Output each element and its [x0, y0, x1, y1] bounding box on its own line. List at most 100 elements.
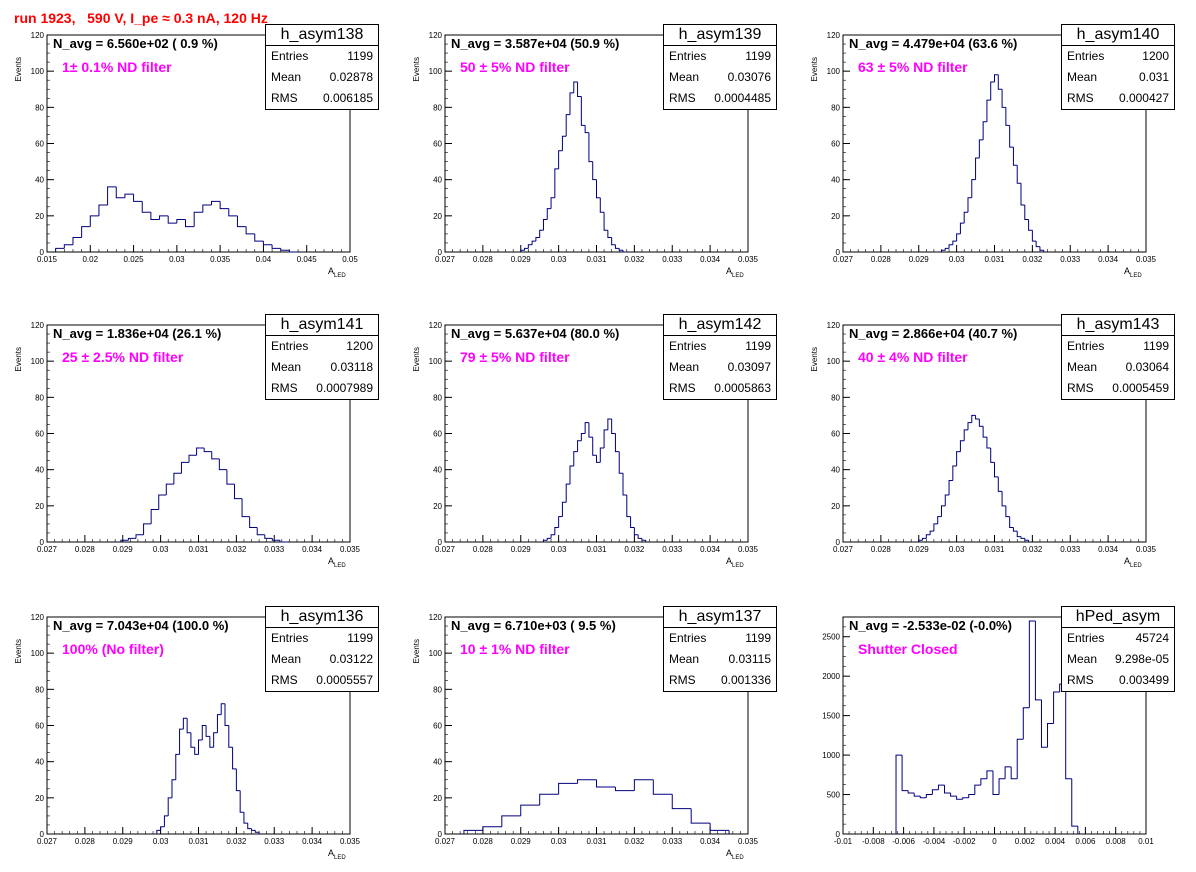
x-tick-label: 0.029 — [511, 837, 532, 846]
histogram-bin — [971, 179, 976, 198]
histogram-plot: 0 500 1000 1500 2000 2500 -0.01 -0.008 -0.006 -0.… — [822, 616, 1154, 846]
histogram-bin — [236, 215, 247, 228]
x-tick-label: -0.008 — [862, 837, 885, 846]
y-tick-label: 0 — [836, 830, 841, 839]
x-tick-label: 0.031 — [984, 255, 1005, 264]
x-tick-label: 0.032 — [624, 255, 645, 264]
rms-label: RMS — [1067, 381, 1094, 395]
y-axis-label: Events — [14, 639, 23, 663]
rms-value: 0.003499 — [1118, 673, 1169, 687]
histogram-bin — [603, 429, 608, 448]
y-axis-label: Events — [810, 347, 819, 371]
histogram-bin — [952, 465, 957, 481]
x-axis-label-sub: LED — [334, 563, 346, 569]
x-tick-label: 0.027 — [37, 545, 58, 554]
histogram-bin — [975, 415, 980, 420]
y-tick-label: 40 — [433, 758, 442, 767]
y-tick-label: 40 — [35, 176, 44, 185]
mean-value: 0.03076 — [727, 70, 771, 84]
y-tick-label: 80 — [831, 103, 840, 112]
x-tick-label: 0.028 — [871, 255, 892, 264]
histogram-bin — [232, 747, 237, 770]
histogram-panel-h_asym137: 0 20 40 60 80 100 120 0.027 0.028 0.029 0.03 0.031 0… — [398, 582, 796, 872]
x-tick-label: 0.027 — [37, 837, 58, 846]
y-tick-label: 20 — [35, 502, 44, 511]
histogram-bin — [913, 792, 921, 797]
histogram-bin — [580, 96, 586, 126]
histogram-bin — [959, 440, 965, 452]
histogram-bin — [226, 469, 235, 485]
x-tick-label: 0.028 — [75, 545, 96, 554]
histogram-bin — [968, 794, 975, 798]
histogram-bin — [577, 440, 582, 452]
histogram-bin — [542, 539, 548, 542]
rms-value: 0.001336 — [720, 673, 771, 687]
entries-value: 1199 — [1143, 339, 1169, 353]
y-tick-label: 20 — [35, 212, 44, 221]
histogram-bin — [531, 240, 536, 245]
histogram-bin — [959, 222, 965, 234]
x-axis-label-sub: LED — [732, 855, 744, 861]
x-tick-label: 0.032 — [226, 837, 247, 846]
run-title: run 1923, 590 V, I_pe ≈ 0.3 nA, 120 Hz — [14, 10, 268, 26]
histogram-name: h_asym136 — [266, 607, 378, 628]
x-tick-label: 0.033 — [662, 545, 683, 554]
x-tick-label: 0.029 — [511, 545, 532, 554]
histogram-bin — [196, 447, 205, 456]
histogram-bin — [520, 804, 540, 816]
x-tick-label: 0.027 — [833, 545, 854, 554]
x-tick-label: 0.033 — [264, 545, 285, 554]
y-tick-label: 120 — [429, 31, 443, 40]
x-tick-label: 0.034 — [302, 545, 323, 554]
histogram-bin — [182, 717, 188, 730]
mean-label: Mean — [1067, 652, 1098, 666]
histogram-bin — [577, 82, 582, 97]
rms-label: RMS — [669, 91, 696, 105]
navg-label: N_avg = 7.043e+04 (100.0 %) — [53, 618, 229, 633]
histogram-bin — [186, 718, 191, 734]
histogram-bin — [254, 233, 264, 242]
histogram-bin — [937, 784, 945, 790]
histogram-bin — [81, 226, 91, 238]
histogram-bin — [173, 472, 182, 485]
x-tick-label: 0.032 — [624, 837, 645, 846]
histogram-bin — [978, 419, 984, 427]
histogram-bin — [167, 797, 172, 816]
entries-value: 1200 — [346, 339, 373, 353]
histogram-bin — [614, 244, 620, 249]
histogram-bin — [1005, 107, 1010, 126]
x-tick-label: 0.034 — [1098, 545, 1119, 554]
histogram-bin — [596, 179, 601, 199]
y-tick-label: 0 — [40, 538, 45, 547]
histogram-bin — [956, 451, 961, 467]
histogram-bin — [202, 204, 212, 213]
histogram-bin — [607, 230, 612, 239]
x-tick-label: 0.034 — [700, 255, 721, 264]
histogram-bin — [599, 447, 605, 463]
x-axis-label: ALED — [1124, 266, 1142, 279]
histogram-bin — [975, 157, 980, 180]
x-tick-label: 0.035 — [1136, 255, 1157, 264]
histogram-bin — [98, 204, 108, 216]
entries-value: 1199 — [347, 49, 373, 63]
histogram-name: h_asym137 — [664, 607, 776, 628]
y-tick-label: 0 — [40, 248, 45, 257]
histogram-bin — [1031, 230, 1037, 242]
x-tick-label: 0.034 — [302, 837, 323, 846]
histogram-bin — [241, 498, 250, 518]
histogram-bin — [1034, 620, 1042, 701]
y-tick-label: 0 — [836, 248, 841, 257]
filter-label: 100% (No filter) — [62, 641, 164, 657]
histogram-bin — [243, 812, 248, 824]
x-tick-label: 0.03 — [169, 255, 185, 264]
histogram-bin — [156, 829, 161, 834]
histogram-bin — [546, 537, 552, 541]
histogram-bin — [89, 215, 99, 227]
histogram-bin — [948, 244, 953, 249]
mean-label: Mean — [1067, 360, 1098, 374]
histogram-bin — [1009, 125, 1014, 148]
histogram-bin — [1001, 89, 1006, 108]
navg-label: N_avg = 4.479e+04 (63.6 %) — [849, 36, 1018, 51]
x-tick-label: 0.033 — [662, 837, 683, 846]
x-tick-label: 0.032 — [1022, 545, 1043, 554]
